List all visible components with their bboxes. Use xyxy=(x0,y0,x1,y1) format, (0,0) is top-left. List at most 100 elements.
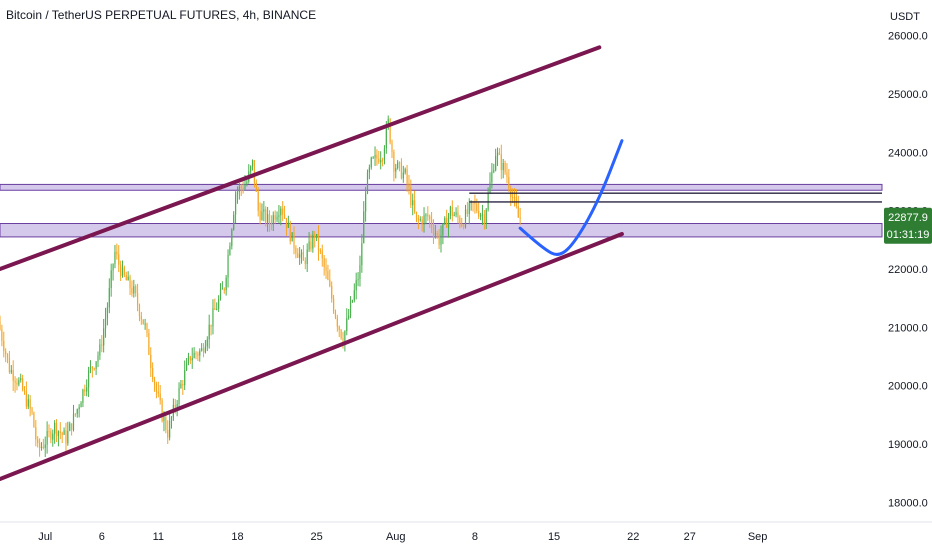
candle-body xyxy=(20,378,22,381)
candle-body xyxy=(282,208,284,215)
candle-body xyxy=(329,279,331,287)
projected-path xyxy=(518,139,624,256)
candle-body xyxy=(91,366,93,369)
candle-body xyxy=(125,275,127,281)
candle-body xyxy=(438,234,440,245)
candle-body xyxy=(108,287,110,308)
candle-body xyxy=(314,234,316,238)
candle-body xyxy=(138,305,141,317)
candle-body xyxy=(120,264,122,277)
candle-body xyxy=(513,197,516,199)
candle-body xyxy=(280,208,282,216)
candle-body xyxy=(325,267,327,272)
candle-body xyxy=(104,317,107,329)
candle-body xyxy=(491,171,493,183)
candle-countdown: 01:31:19 xyxy=(887,229,930,241)
candle-body xyxy=(278,215,280,217)
candle-body xyxy=(89,366,92,371)
candle-body xyxy=(342,338,344,346)
candle-body xyxy=(417,218,419,221)
candle-body xyxy=(212,308,214,327)
candle-body xyxy=(8,358,11,373)
channel-lower-line xyxy=(0,232,624,481)
candle-body xyxy=(504,162,506,173)
candle-body xyxy=(331,286,333,299)
candle-body xyxy=(76,409,78,414)
candle-body xyxy=(33,412,35,428)
candle-body xyxy=(444,218,446,224)
price-axis-label: 20000.0 xyxy=(888,381,928,393)
candle-body xyxy=(59,431,61,433)
candle-body xyxy=(210,324,212,327)
candle-body xyxy=(0,321,1,330)
candle-body xyxy=(457,212,459,218)
candle-body xyxy=(87,370,90,388)
candle-body xyxy=(12,370,14,381)
candle-body xyxy=(199,350,201,356)
time-axis-label: 22 xyxy=(627,531,639,543)
currency-unit: USDT xyxy=(890,11,920,23)
candle-body xyxy=(500,154,502,171)
time-axis-label: Jul xyxy=(38,531,52,543)
candle-body xyxy=(353,290,355,301)
candle-body xyxy=(349,301,352,316)
candle-body xyxy=(131,288,133,294)
candle-body xyxy=(306,249,308,264)
candle-body xyxy=(495,155,497,171)
candle-body xyxy=(240,186,242,188)
price-axis-label: 25000.0 xyxy=(888,89,928,101)
candle-body xyxy=(10,370,12,373)
candle-body xyxy=(272,215,274,225)
time-axis-label: 15 xyxy=(548,531,560,543)
candle-body xyxy=(395,168,397,172)
candle-body xyxy=(463,226,465,228)
candle-body xyxy=(142,319,144,325)
candle-body xyxy=(38,442,41,448)
candle-body xyxy=(159,393,161,401)
candle-body xyxy=(414,200,416,212)
candle-body xyxy=(348,315,350,319)
candle-body xyxy=(451,206,453,216)
candle-body xyxy=(508,176,510,189)
candle-body xyxy=(221,288,223,290)
candle-body xyxy=(178,387,180,405)
candle-body xyxy=(18,380,20,385)
candle-body xyxy=(61,432,63,435)
candle-body xyxy=(161,400,163,422)
candle-body xyxy=(489,182,491,193)
projection-curve xyxy=(518,139,624,256)
candle-body xyxy=(374,154,376,158)
candle-body xyxy=(48,431,50,433)
candle-body xyxy=(289,222,291,242)
candle-body xyxy=(419,219,421,221)
candle-body xyxy=(206,339,208,347)
candle-body xyxy=(80,402,82,408)
price-axis: 18000.019000.020000.021000.022000.023000… xyxy=(888,31,928,510)
candle-body xyxy=(267,214,269,223)
candle-body xyxy=(340,329,342,339)
candle-body xyxy=(274,215,276,220)
price-axis-label: 24000.0 xyxy=(888,147,928,159)
candle-body xyxy=(479,214,482,217)
candle-body xyxy=(216,308,218,310)
price-channel xyxy=(0,45,624,481)
candle-body xyxy=(157,391,159,394)
candle-body xyxy=(299,254,301,258)
candle-body xyxy=(291,232,293,242)
price-axis-label: 21000.0 xyxy=(888,322,928,334)
candle-body xyxy=(519,217,521,219)
candle-body xyxy=(383,148,386,160)
candle-body xyxy=(184,370,186,386)
candle-body xyxy=(421,219,423,225)
candle-body xyxy=(332,298,335,312)
candle-body xyxy=(308,241,310,250)
candle-body xyxy=(55,422,58,436)
candle-body xyxy=(127,276,129,281)
candle-body xyxy=(423,215,425,225)
candle-body xyxy=(231,229,233,247)
candle-body xyxy=(263,209,265,212)
candle-body xyxy=(3,340,5,352)
candle-body xyxy=(144,323,146,325)
